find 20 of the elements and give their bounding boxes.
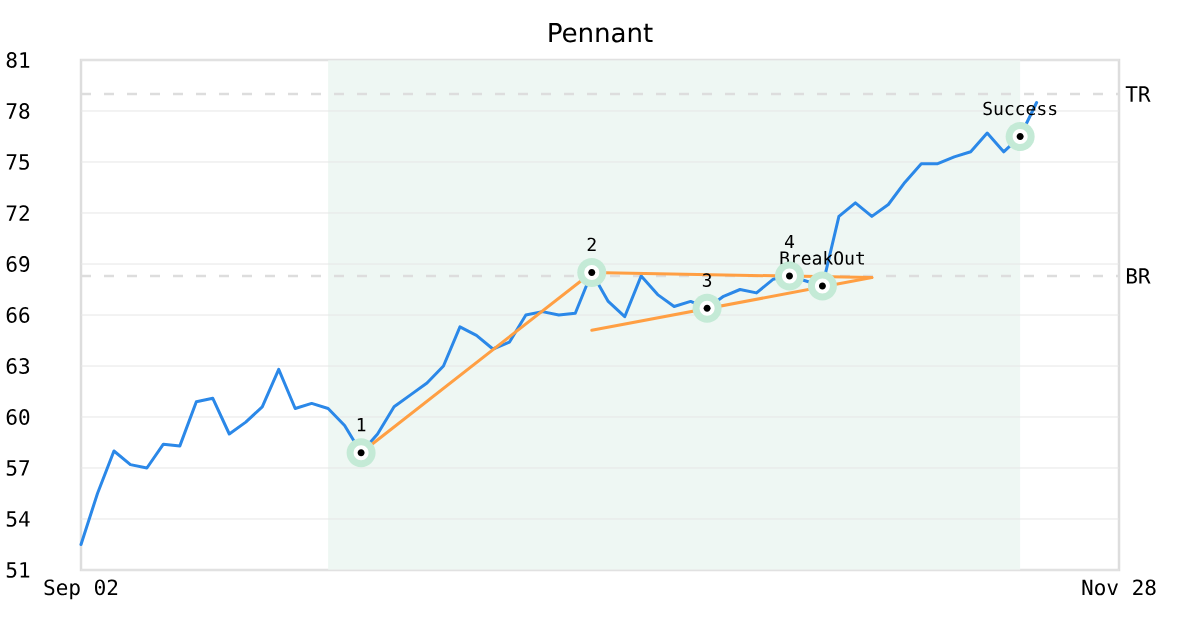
x-tick-label: Sep 02 (44, 579, 118, 600)
annotation: 1 (357, 418, 366, 432)
annotation: 2 (587, 237, 596, 251)
y-tick-label: 81 (6, 52, 30, 68)
annotation: 4 (784, 234, 795, 249)
y-tick-label: 72 (6, 205, 29, 221)
y-tick-label: 75 (6, 154, 29, 170)
y-tick-label: 63 (6, 358, 30, 374)
x-tick-label: Nov 28 (1082, 579, 1156, 596)
y-tick-label: 60 (6, 409, 30, 425)
y-tick-label: 69 (6, 256, 30, 272)
annotation: 3 (702, 273, 712, 287)
y-tick-label: 57 (6, 460, 30, 476)
y-tick-label: 51 (6, 562, 30, 578)
ref-line-label: BR (1126, 268, 1151, 284)
ref-line-label: TR (1125, 86, 1151, 102)
y-tick-label: 54 (6, 511, 30, 527)
chart-title: Pennant (549, 23, 653, 43)
y-tick-label: 66 (6, 307, 30, 323)
y-tick-label: 78 (6, 103, 30, 119)
